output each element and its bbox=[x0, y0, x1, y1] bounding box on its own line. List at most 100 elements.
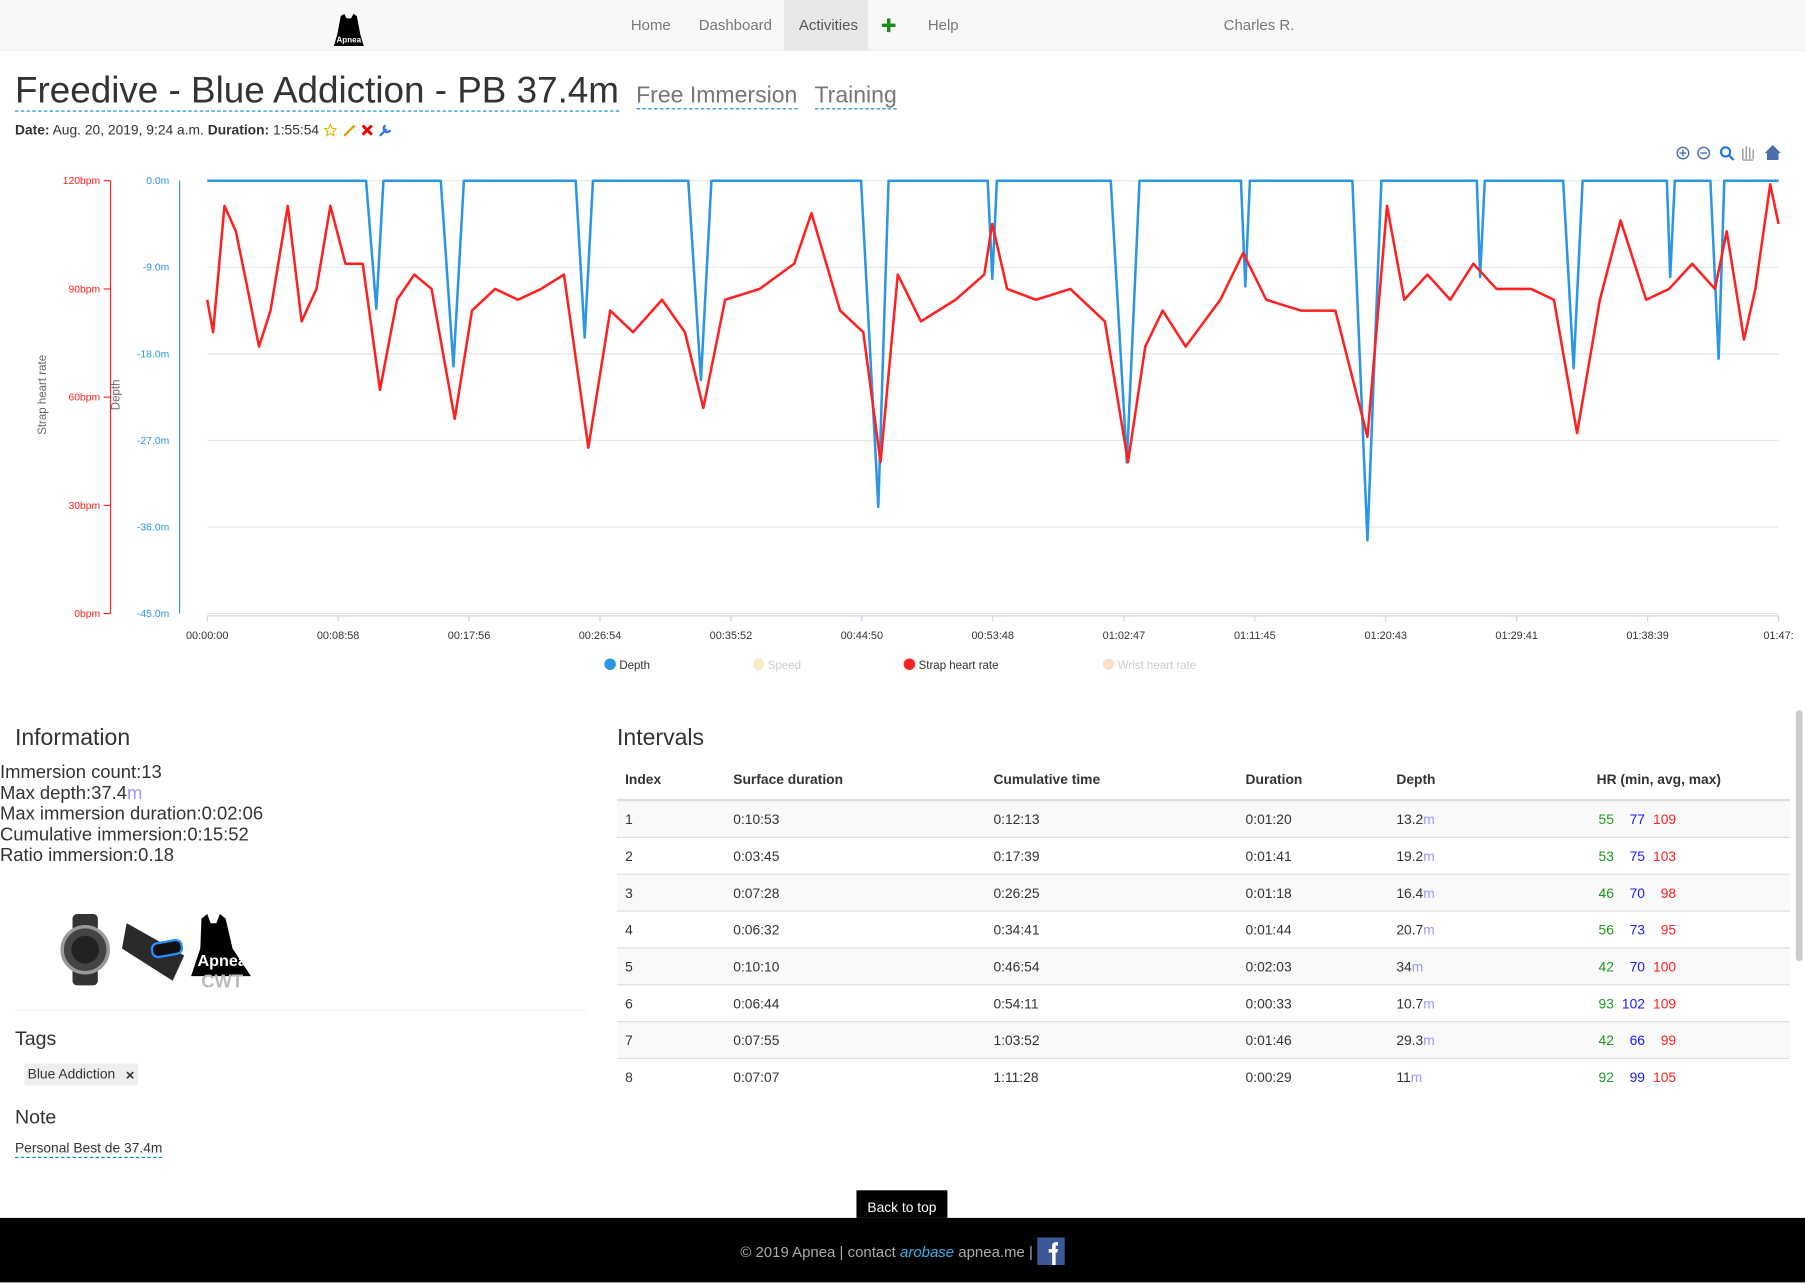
add-activity[interactable] bbox=[881, 18, 896, 33]
interval-row: 1 0:10:53 0:12:13 0:01:20 13.2m 55 77 109 bbox=[617, 799, 1791, 838]
hr-value: 93 bbox=[1598, 995, 1614, 1012]
favorite[interactable] bbox=[322, 122, 338, 137]
series-line bbox=[205, 183, 1780, 464]
navbar: Apnea Home Dashboard Activities Help Cha… bbox=[0, 0, 1805, 51]
device-text: Apnea bbox=[198, 952, 248, 970]
hr-cell: 93 102 109 bbox=[1574, 984, 1791, 1022]
hr-value: 56 bbox=[1598, 921, 1614, 938]
cell: 0:46:54 bbox=[985, 947, 1238, 985]
kind[interactable]: Training bbox=[814, 82, 897, 110]
info-row: Max depth:37.4m bbox=[0, 784, 263, 805]
depth-cell: 29.3m bbox=[1388, 1021, 1575, 1059]
hr-value: 100 bbox=[1653, 958, 1677, 975]
info-number: 0.18 bbox=[138, 846, 175, 866]
info-label: Ratio immersion: bbox=[0, 846, 139, 866]
info-number: 0:02:06 bbox=[201, 804, 264, 825]
cell: 8 bbox=[617, 1057, 726, 1095]
unit: m bbox=[1423, 884, 1435, 901]
section-title: Tags bbox=[14, 1027, 57, 1050]
info-value: 37.4m bbox=[91, 784, 142, 804]
zoom-out[interactable] bbox=[1697, 146, 1711, 160]
footer: © 2019 Apnea | contact arobase apnea.me … bbox=[0, 1217, 1805, 1283]
series-line bbox=[207, 179, 1779, 542]
nav-link[interactable]: Help bbox=[927, 16, 959, 34]
activity-title: Freedive - Blue Addiction - PB 37.4m Fre… bbox=[14, 69, 897, 112]
date: Aug. 20, 2019, 9:24 a.m. bbox=[52, 122, 204, 139]
note-text[interactable]: Personal Best de 37.4m bbox=[14, 1138, 163, 1159]
zoom-in[interactable] bbox=[1676, 146, 1690, 160]
tag-remove[interactable] bbox=[126, 1071, 134, 1079]
cell: 0:07:07 bbox=[725, 1057, 986, 1095]
y-tick-label: 0.0m bbox=[146, 176, 169, 187]
cell: 0:01:44 bbox=[1237, 910, 1389, 948]
nav-link[interactable]: Dashboard bbox=[698, 16, 772, 34]
y2-tick-label: 60bpm bbox=[68, 393, 100, 404]
cell: 0:01:18 bbox=[1237, 873, 1389, 912]
hr-value: 75 bbox=[1629, 847, 1645, 864]
cell: 0:54:11 bbox=[985, 984, 1238, 1022]
hr-cell: 46 70 98 bbox=[1574, 873, 1791, 912]
legend-item[interactable]: Wrist heart rate bbox=[1102, 658, 1196, 672]
nav-link[interactable]: Activities bbox=[783, 0, 868, 51]
section-title: Information bbox=[14, 725, 131, 751]
pan[interactable] bbox=[1742, 146, 1754, 161]
x-tick-label: 01:47: bbox=[1763, 630, 1793, 642]
title[interactable]: Freedive - Blue Addiction - PB 37.4m bbox=[14, 69, 619, 112]
hr-value: 70 bbox=[1629, 958, 1645, 975]
x-tick-label: 00:53:48 bbox=[971, 630, 1014, 642]
footer-text: © 2019 Apnea | contact bbox=[740, 1243, 896, 1261]
hr-value: 70 bbox=[1629, 884, 1645, 901]
duration: 1:55:54 bbox=[272, 122, 320, 139]
edit[interactable] bbox=[342, 124, 355, 137]
legend-symbol bbox=[752, 658, 765, 670]
cell: 7 bbox=[617, 1021, 726, 1059]
x-tick-label: 00:17:56 bbox=[448, 630, 491, 642]
y2-tick-label: 120bpm bbox=[63, 176, 100, 187]
depth-cell: 10.7m bbox=[1388, 984, 1575, 1022]
cell: 0:07:28 bbox=[725, 873, 986, 912]
info-row: Max immersion duration:0:02:06 bbox=[0, 805, 263, 826]
scrollbar[interactable] bbox=[1795, 710, 1803, 962]
back-to-top[interactable]: Back to top bbox=[856, 1190, 948, 1218]
user-menu[interactable]: Charles R. bbox=[1223, 16, 1295, 34]
section-title: Intervals bbox=[617, 725, 705, 751]
depth-value: 19.2 bbox=[1396, 847, 1424, 864]
y2-tick-label: 30bpm bbox=[68, 501, 100, 512]
y-tick-label: -18.0m bbox=[137, 349, 169, 360]
cell: 0:34:41 bbox=[985, 910, 1238, 948]
cell: 0:06:44 bbox=[725, 984, 986, 1022]
tag[interactable]: Blue Addiction bbox=[24, 1063, 139, 1086]
x-tick-label: 01:02:47 bbox=[1103, 630, 1146, 642]
info-value: 0:15:52 bbox=[187, 825, 248, 845]
x-tick-label: 00:35:52 bbox=[710, 630, 753, 642]
hr-value: 98 bbox=[1660, 884, 1677, 901]
hr-value: 105 bbox=[1653, 1068, 1677, 1085]
settings[interactable] bbox=[378, 124, 391, 137]
legend-item[interactable]: Speed bbox=[752, 658, 801, 672]
facebook-link[interactable] bbox=[1037, 1237, 1065, 1266]
unit: m bbox=[1423, 810, 1435, 828]
info-value: 0.18 bbox=[138, 846, 174, 866]
reset[interactable] bbox=[1764, 145, 1781, 161]
y-tick-label: -9.0m bbox=[143, 263, 169, 274]
legend-item[interactable]: Depth bbox=[604, 658, 650, 672]
unit: m bbox=[1423, 995, 1435, 1012]
nav-link[interactable]: Home bbox=[630, 16, 671, 34]
discipline[interactable]: Free Immersion bbox=[636, 82, 798, 110]
contact-link[interactable]: arobase bbox=[900, 1243, 955, 1261]
y2-tick-label: 0bpm bbox=[74, 609, 100, 620]
logo[interactable]: Apnea bbox=[329, 12, 368, 49]
delete[interactable] bbox=[361, 124, 373, 136]
x-tick-label: 01:29:41 bbox=[1495, 630, 1538, 642]
column-header: Index bbox=[617, 759, 726, 802]
section-title: Note bbox=[14, 1106, 57, 1129]
y2-axis-title: Strap heart rate bbox=[37, 355, 49, 435]
legend-item[interactable]: Strap heart rate bbox=[903, 658, 999, 672]
device-strap bbox=[122, 923, 185, 981]
hr-cell: 55 77 109 bbox=[1574, 799, 1791, 838]
cell: 1:03:52 bbox=[985, 1021, 1238, 1059]
zoom[interactable] bbox=[1719, 146, 1735, 161]
hr-value: 109 bbox=[1653, 995, 1677, 1012]
cell: 1:11:28 bbox=[985, 1057, 1238, 1095]
cell: 0:06:32 bbox=[725, 910, 986, 948]
